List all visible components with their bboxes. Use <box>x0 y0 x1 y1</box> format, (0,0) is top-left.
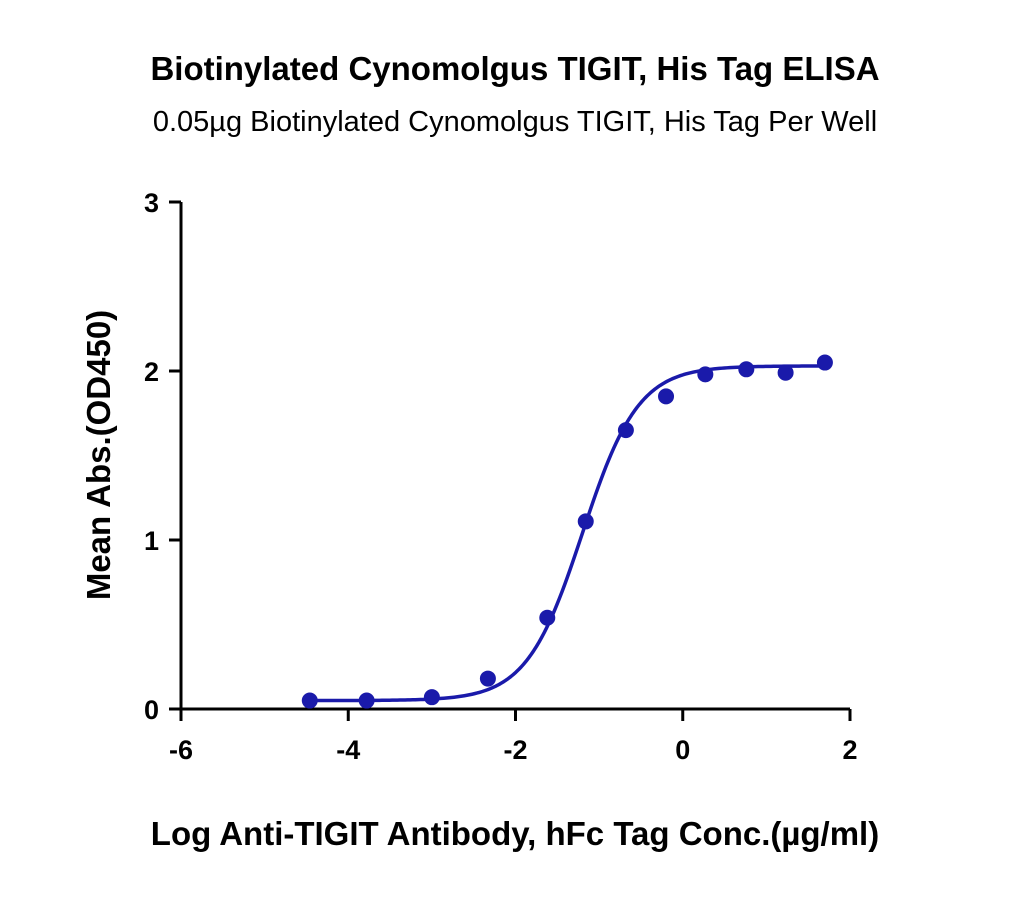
chart-title: Biotinylated Cynomolgus TIGIT, His Tag E… <box>150 50 879 87</box>
data-point <box>697 366 714 383</box>
x-axis-label: Log Anti-TIGIT Antibody, hFc Tag Conc.(µ… <box>151 815 879 852</box>
y-tick-label: 1 <box>144 526 159 556</box>
chart-subtitle: 0.05µg Biotinylated Cynomolgus TIGIT, Hi… <box>153 106 877 138</box>
x-tick-label: -4 <box>336 735 360 765</box>
x-tick-label: 0 <box>675 735 690 765</box>
y-tick-label: 0 <box>144 695 159 725</box>
data-point <box>423 689 440 706</box>
data-point <box>301 692 318 709</box>
y-tick-label: 3 <box>144 188 159 218</box>
data-point <box>658 388 675 405</box>
data-point <box>539 609 556 626</box>
x-tick-label: -2 <box>503 735 527 765</box>
data-point <box>358 692 375 709</box>
x-tick-label: 2 <box>842 735 857 765</box>
data-point <box>777 364 794 381</box>
data-points <box>301 354 833 709</box>
data-point <box>479 670 496 687</box>
data-point <box>577 513 594 530</box>
fit-curve-layer <box>308 364 827 703</box>
data-point <box>738 361 755 378</box>
data-point <box>816 354 833 371</box>
data-point <box>617 422 634 439</box>
axes: 0 1 2 3 -6 -4 -2 0 2 <box>144 188 858 765</box>
y-tick-label: 2 <box>144 357 159 387</box>
y-axis-label: Mean Abs.(OD450) <box>80 310 117 600</box>
fit-curve <box>308 364 827 703</box>
x-tick-label: -6 <box>169 735 193 765</box>
